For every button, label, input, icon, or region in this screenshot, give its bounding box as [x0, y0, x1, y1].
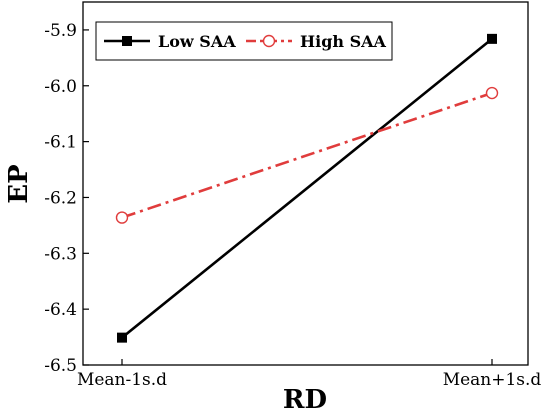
low-saa-series-line	[121, 37, 493, 339]
y-tick-label: -6.3	[44, 244, 77, 264]
legend-items: Low SAA High SAA	[104, 32, 387, 51]
x-axis: Mean-1s.d Mean+1s.d	[77, 359, 541, 390]
x-tick-label: Mean-1s.d	[77, 370, 167, 390]
low-saa-legend-marker	[122, 36, 132, 46]
low-saa-legend-label: Low SAA	[158, 32, 236, 51]
y-tick-label: -5.9	[44, 21, 77, 41]
legend-box	[95, 21, 393, 61]
high-saa-data-point	[115, 211, 129, 224]
low-saa-data-point	[117, 332, 127, 343]
y-tick-label: -6.0	[44, 77, 77, 97]
y-tick-label: -6.1	[44, 133, 77, 153]
y-axis: -6.5 -6.4 -6.3 -6.2 -6.1 -6.0 -5.9	[44, 21, 89, 376]
plot-area	[115, 33, 499, 343]
y-tick-label: -6.2	[44, 188, 77, 208]
x-tick-label: Mean+1s.d	[443, 370, 542, 390]
low-saa-data-point	[487, 33, 497, 44]
high-saa-series-line	[121, 91, 493, 219]
x-axis-title: RD	[283, 385, 327, 414]
y-tick-label: -6.4	[44, 300, 77, 320]
plot-frame	[82, 1, 529, 366]
high-saa-legend-marker	[262, 34, 276, 48]
y-tick-label: -6.5	[44, 356, 77, 376]
legend: Low SAA High SAA	[95, 21, 393, 61]
y-axis-title: EP	[4, 164, 34, 203]
high-saa-legend-label: High SAA	[300, 32, 387, 51]
high-saa-data-point	[485, 86, 499, 100]
